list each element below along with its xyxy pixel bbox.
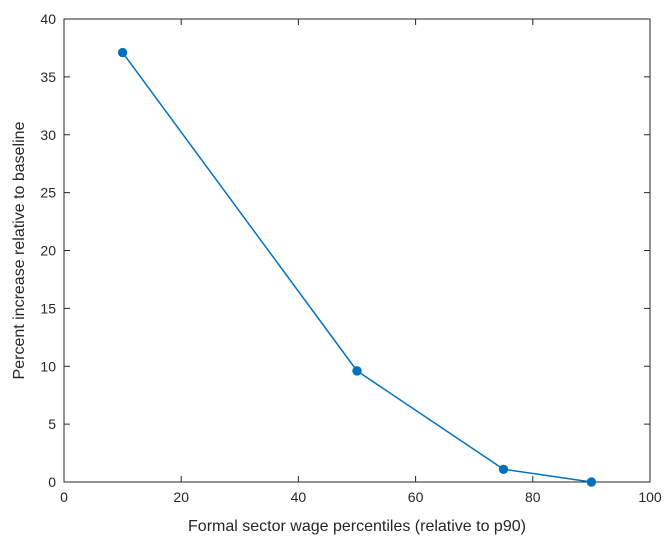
y-tick-label: 30 — [40, 127, 56, 143]
x-tick-label: 80 — [525, 489, 541, 505]
x-tick-label: 40 — [291, 489, 307, 505]
y-tick-label: 5 — [48, 416, 56, 432]
y-axis-label: Percent increase relative to baseline — [11, 121, 28, 379]
ticks: 0 20 40 60 80 100 0 5 10 15 20 25 30 35 40 — [40, 11, 661, 505]
y-tick-label: 15 — [40, 300, 56, 316]
y-tick-label: 40 — [40, 11, 56, 27]
x-tick-label: 60 — [408, 489, 424, 505]
series-layer — [117, 47, 597, 487]
x-tick-label: 100 — [638, 489, 662, 505]
y-tick-label: 35 — [40, 69, 56, 85]
x-axis-label: Formal sector wage percentiles (relative… — [188, 518, 526, 535]
series-line — [121, 52, 592, 483]
x-tick-label: 0 — [60, 489, 68, 505]
plot-area-frame — [63, 18, 651, 483]
y-tick-label: 0 — [48, 474, 56, 490]
axes — [63, 18, 651, 483]
data-point — [498, 464, 509, 474]
y-tick-label: 25 — [40, 185, 56, 201]
x-tick-label: 20 — [173, 489, 189, 505]
y-tick-label: 10 — [40, 358, 56, 374]
y-tick-label: 20 — [40, 243, 56, 259]
data-point — [352, 366, 362, 376]
data-point — [117, 47, 128, 58]
data-point — [586, 477, 597, 487]
